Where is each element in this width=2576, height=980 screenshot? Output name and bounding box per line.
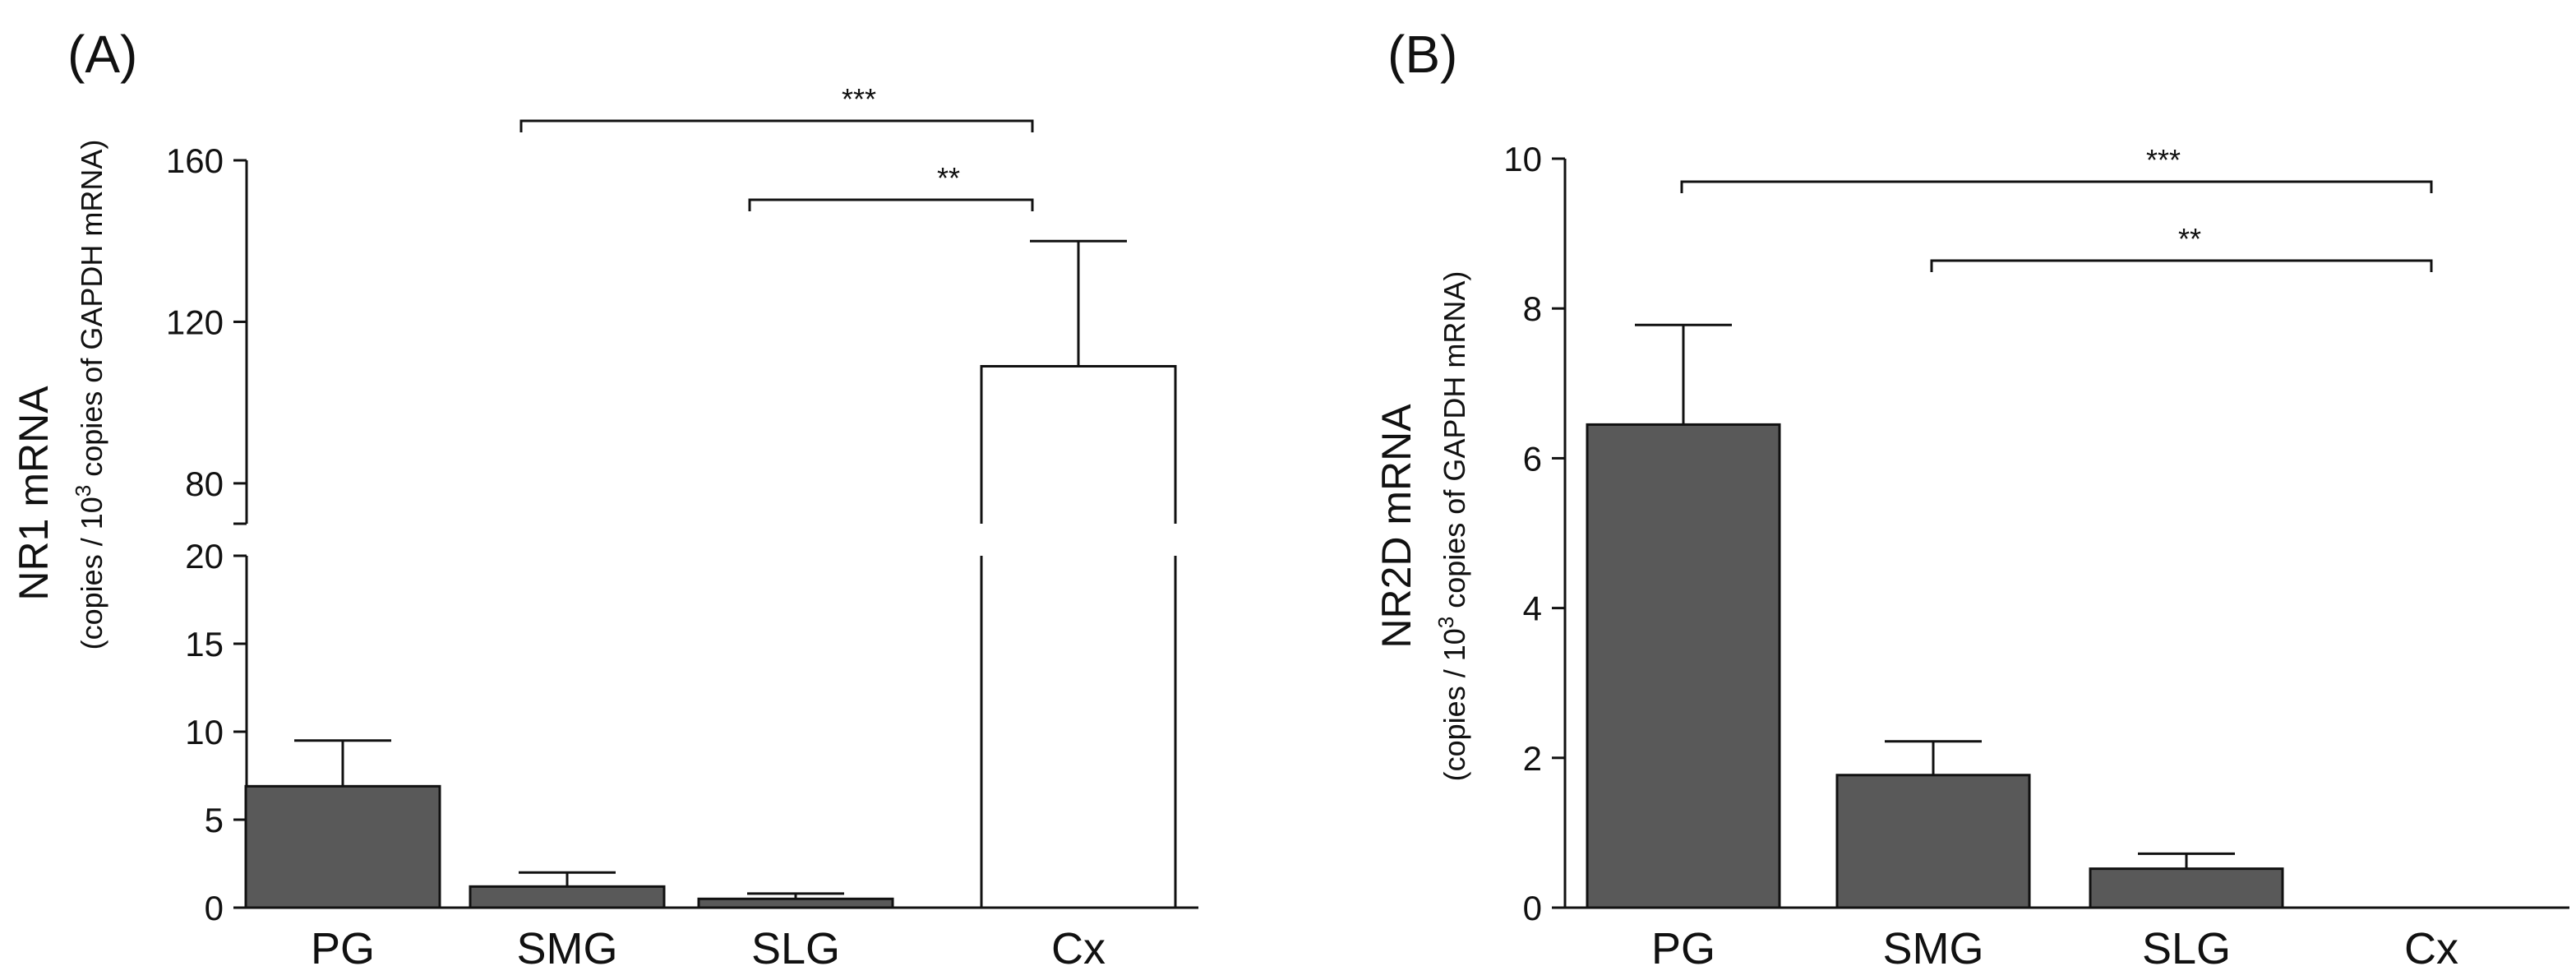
y-tick-label: 8 xyxy=(1523,289,1542,328)
x-tick-label: Cx xyxy=(2404,924,2458,973)
y-tick-label: 2 xyxy=(1523,739,1542,778)
bar-pg xyxy=(244,784,441,909)
x-tick-label: PG xyxy=(311,924,375,973)
y-tick-label: 120 xyxy=(166,303,224,341)
y-tick-label: 10 xyxy=(185,713,224,751)
panel-b-ylabel-sub: (copies / 103 copies of GAPDH mRNA) xyxy=(1433,271,1471,782)
panel-a: (A) NR1 mRNA (copies / 103 copies of GAP… xyxy=(11,25,1198,973)
significance-bracket xyxy=(1680,180,2433,193)
panel-a-label: (A) xyxy=(67,25,137,84)
x-tick-label: PG xyxy=(1651,924,1715,973)
y-tick-label: 15 xyxy=(185,625,224,663)
y-tick-label: 0 xyxy=(1523,889,1542,927)
panel-a-ylabel-sub: (copies / 103 copies of GAPDH mRNA) xyxy=(71,140,108,650)
panel-b-label: (B) xyxy=(1387,25,1457,84)
x-tick-label: Cx xyxy=(1051,924,1106,973)
x-tick-label: SMG xyxy=(516,924,617,973)
y-tick-label: 80 xyxy=(185,465,224,503)
y-tick-label: 6 xyxy=(1523,439,1542,478)
significance-label: ** xyxy=(937,161,960,195)
y-tick-label: 0 xyxy=(205,889,224,927)
bar-slg xyxy=(2089,867,2284,909)
panel-b-ylabel: NR2D mRNA xyxy=(1373,404,1420,649)
bar-smg xyxy=(1835,774,2031,909)
y-tick-label: 5 xyxy=(205,801,224,839)
x-tick-label: SLG xyxy=(2142,924,2231,973)
bar-pg xyxy=(1586,423,1781,909)
y-tick-label: 160 xyxy=(166,141,224,180)
significance-bracket xyxy=(748,198,1034,211)
significance-label: *** xyxy=(842,82,876,116)
bar-smg xyxy=(469,885,666,909)
x-tick-label: SMG xyxy=(1882,924,1983,973)
panel-b: (B) NR2D mRNA (copies / 103 copies of GA… xyxy=(1373,25,2569,973)
y-tick-label: 10 xyxy=(1503,140,1542,178)
significance-label: *** xyxy=(2146,143,2181,177)
significance-label: ** xyxy=(2178,222,2201,256)
bar-cx-upper xyxy=(980,364,1177,524)
panel-a-ylabel: NR1 mRNA xyxy=(11,386,57,601)
bar-cx-lower xyxy=(980,556,1177,909)
significance-bracket xyxy=(1930,259,2433,272)
y-tick-label: 4 xyxy=(1523,589,1542,628)
significance-bracket xyxy=(519,119,1034,132)
bar-slg xyxy=(697,897,894,909)
x-tick-label: SLG xyxy=(751,924,840,973)
y-tick-label: 20 xyxy=(185,537,224,576)
